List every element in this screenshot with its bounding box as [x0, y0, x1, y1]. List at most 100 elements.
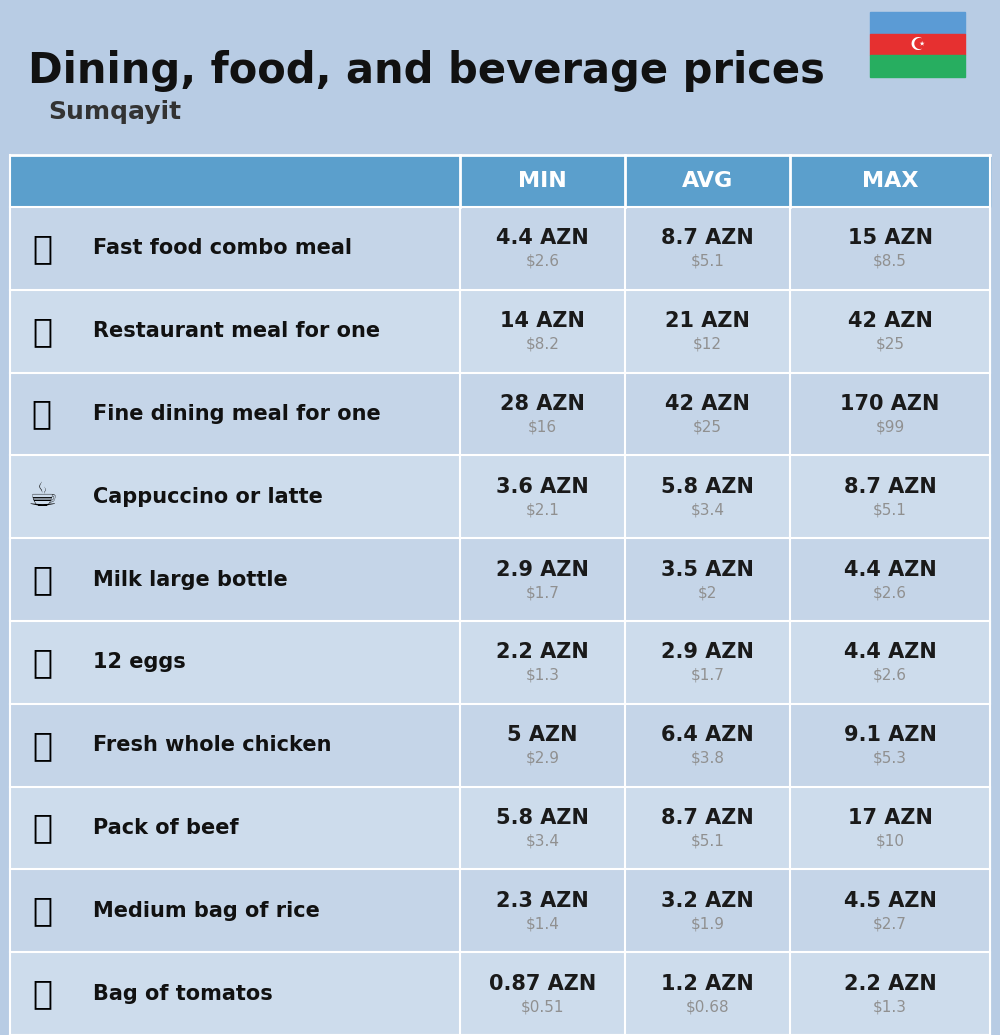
Text: 2.3 AZN: 2.3 AZN: [496, 891, 589, 911]
Bar: [460, 207, 625, 290]
Text: 🍅: 🍅: [32, 977, 52, 1010]
Text: 8.7 AZN: 8.7 AZN: [661, 808, 754, 828]
Bar: [75, 290, 460, 373]
Text: $0.51: $0.51: [521, 999, 564, 1014]
Text: Fast food combo meal: Fast food combo meal: [93, 238, 352, 259]
Text: $2.7: $2.7: [873, 916, 907, 932]
Bar: [790, 455, 990, 538]
Text: MAX: MAX: [862, 171, 918, 191]
Text: 🥛: 🥛: [32, 563, 52, 596]
Bar: [75, 207, 460, 290]
Bar: [790, 207, 990, 290]
Text: $5.3: $5.3: [873, 750, 907, 766]
Text: 170 AZN: 170 AZN: [840, 394, 940, 414]
Bar: [625, 373, 790, 455]
Bar: [75, 952, 460, 1035]
Bar: [75, 787, 460, 869]
Text: Medium bag of rice: Medium bag of rice: [93, 900, 320, 921]
Bar: [10, 155, 460, 207]
Text: ☪: ☪: [909, 35, 926, 54]
Bar: [625, 290, 790, 373]
Text: 42 AZN: 42 AZN: [848, 312, 932, 331]
Text: 4.4 AZN: 4.4 AZN: [844, 560, 936, 580]
Bar: [10, 207, 75, 290]
Bar: [75, 455, 460, 538]
Text: 3.6 AZN: 3.6 AZN: [496, 477, 589, 497]
Bar: [460, 538, 625, 621]
Bar: [460, 155, 625, 207]
Text: $2: $2: [698, 585, 717, 600]
Bar: [790, 373, 990, 455]
Bar: [75, 538, 460, 621]
Text: ☕: ☕: [28, 480, 57, 513]
Bar: [10, 787, 75, 869]
Text: 15 AZN: 15 AZN: [848, 229, 932, 248]
Text: $1.3: $1.3: [873, 999, 907, 1014]
Bar: [460, 373, 625, 455]
Text: 5.8 AZN: 5.8 AZN: [661, 477, 754, 497]
Bar: [460, 704, 625, 787]
Text: MIN: MIN: [518, 171, 567, 191]
Bar: [625, 952, 790, 1035]
Bar: [625, 869, 790, 952]
Bar: [625, 621, 790, 704]
Bar: [790, 787, 990, 869]
Text: 5 AZN: 5 AZN: [507, 726, 578, 745]
Text: 14 AZN: 14 AZN: [500, 312, 585, 331]
Bar: [10, 952, 75, 1035]
Bar: [790, 704, 990, 787]
Text: $12: $12: [693, 336, 722, 352]
Bar: [625, 538, 790, 621]
Text: Dining, food, and beverage prices: Dining, food, and beverage prices: [28, 50, 825, 92]
Text: 🍳: 🍳: [32, 315, 52, 348]
Text: $5.1: $5.1: [691, 833, 724, 849]
Text: 4.4 AZN: 4.4 AZN: [844, 643, 936, 662]
Text: 28 AZN: 28 AZN: [500, 394, 585, 414]
Text: $3.4: $3.4: [690, 502, 724, 518]
Bar: [790, 621, 990, 704]
Text: 🍗: 🍗: [32, 729, 52, 762]
Bar: [790, 538, 990, 621]
Text: $25: $25: [693, 419, 722, 435]
Bar: [10, 621, 75, 704]
Text: 3.2 AZN: 3.2 AZN: [661, 891, 754, 911]
Bar: [460, 869, 625, 952]
Bar: [460, 455, 625, 538]
Bar: [870, 55, 965, 77]
Text: Milk large bottle: Milk large bottle: [93, 569, 288, 590]
Bar: [75, 869, 460, 952]
Text: 9.1 AZN: 9.1 AZN: [844, 726, 936, 745]
Text: $2.6: $2.6: [873, 668, 907, 683]
Text: 🍚: 🍚: [32, 894, 52, 927]
Bar: [10, 290, 75, 373]
Text: 2.2 AZN: 2.2 AZN: [844, 974, 936, 994]
Bar: [625, 704, 790, 787]
Text: 4.5 AZN: 4.5 AZN: [844, 891, 936, 911]
Text: $99: $99: [875, 419, 905, 435]
Text: Fresh whole chicken: Fresh whole chicken: [93, 735, 332, 756]
Text: $1.4: $1.4: [526, 916, 559, 932]
Text: $2.9: $2.9: [526, 750, 560, 766]
Bar: [870, 34, 965, 55]
Bar: [460, 952, 625, 1035]
Text: 42 AZN: 42 AZN: [665, 394, 750, 414]
Bar: [790, 869, 990, 952]
Bar: [460, 621, 625, 704]
Text: $1.3: $1.3: [526, 668, 560, 683]
Text: $8.2: $8.2: [526, 336, 559, 352]
Text: Pack of beef: Pack of beef: [93, 818, 239, 838]
Bar: [790, 952, 990, 1035]
Text: $1.7: $1.7: [691, 668, 724, 683]
Text: 2.9 AZN: 2.9 AZN: [496, 560, 589, 580]
Text: AVG: AVG: [682, 171, 733, 191]
Text: $8.5: $8.5: [873, 254, 907, 269]
Text: Bag of tomatos: Bag of tomatos: [93, 983, 273, 1004]
Bar: [625, 455, 790, 538]
Text: Cappuccino or latte: Cappuccino or latte: [93, 486, 323, 507]
Bar: [10, 869, 75, 952]
Text: 3.5 AZN: 3.5 AZN: [661, 560, 754, 580]
Bar: [10, 373, 75, 455]
Text: $0.68: $0.68: [686, 999, 729, 1014]
Bar: [790, 290, 990, 373]
Text: $1.9: $1.9: [690, 916, 724, 932]
